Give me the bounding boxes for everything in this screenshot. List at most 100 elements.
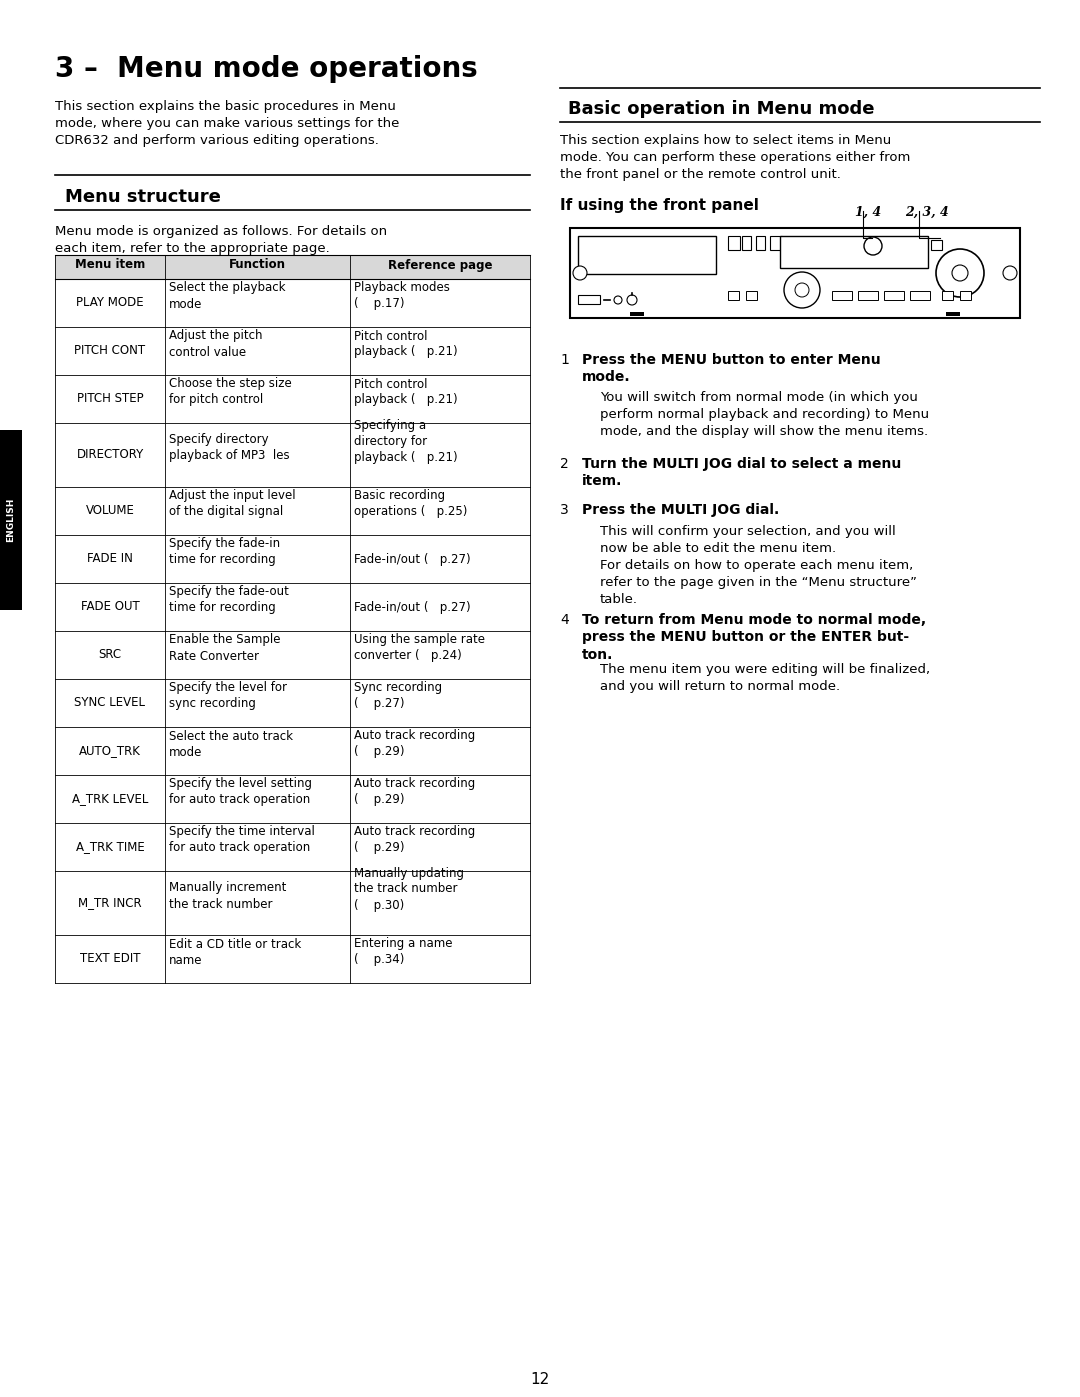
Text: Specify the level for
sync recording: Specify the level for sync recording <box>168 682 287 711</box>
Text: TEXT EDIT: TEXT EDIT <box>80 953 140 965</box>
Text: Reference page: Reference page <box>388 258 492 271</box>
Text: Auto track recording
(    p.29): Auto track recording ( p.29) <box>354 778 475 806</box>
Bar <box>55 279 530 327</box>
Bar <box>55 775 530 823</box>
Bar <box>780 236 928 268</box>
Text: 2, 3, 4: 2, 3, 4 <box>905 205 948 219</box>
Text: 1: 1 <box>561 353 569 367</box>
Text: Fade-in/out (   p.27): Fade-in/out ( p.27) <box>354 552 471 566</box>
Text: Adjust the pitch
control value: Adjust the pitch control value <box>168 330 262 359</box>
Text: This section explains the basic procedures in Menu
mode, where you can make vari: This section explains the basic procedur… <box>55 101 400 147</box>
Text: Manually updating
the track number
(    p.30): Manually updating the track number ( p.3… <box>354 866 464 911</box>
Text: Press the MENU button to enter Menu
mode.: Press the MENU button to enter Menu mode… <box>582 353 880 384</box>
Bar <box>55 935 530 983</box>
Bar <box>55 726 530 775</box>
Bar <box>742 236 751 250</box>
Text: Basic recording
operations (   p.25): Basic recording operations ( p.25) <box>354 489 468 518</box>
Text: Function: Function <box>229 258 286 271</box>
Text: Auto track recording
(    p.29): Auto track recording ( p.29) <box>354 826 475 855</box>
Text: The menu item you were editing will be finalized,
and you will return to normal : The menu item you were editing will be f… <box>600 664 930 693</box>
Text: This will confirm your selection, and you will
now be able to edit the menu item: This will confirm your selection, and yo… <box>600 525 917 606</box>
Text: Specify the fade-in
time for recording: Specify the fade-in time for recording <box>168 538 280 567</box>
Text: 3 –  Menu mode operations: 3 – Menu mode operations <box>55 54 477 82</box>
Text: Using the sample rate
converter (   p.24): Using the sample rate converter ( p.24) <box>354 633 485 662</box>
Text: Enable the Sample
Rate Converter: Enable the Sample Rate Converter <box>168 633 281 662</box>
Text: Specifying a
directory for
playback (   p.21): Specifying a directory for playback ( p.… <box>354 419 458 464</box>
Text: FADE IN: FADE IN <box>87 552 133 566</box>
Bar <box>55 823 530 870</box>
Bar <box>55 583 530 631</box>
Circle shape <box>573 265 588 279</box>
Text: Auto track recording
(    p.29): Auto track recording ( p.29) <box>354 729 475 759</box>
Text: VOLUME: VOLUME <box>85 504 134 517</box>
Text: AUTO_TRK: AUTO_TRK <box>79 745 140 757</box>
Text: Entering a name
(    p.34): Entering a name ( p.34) <box>354 937 453 967</box>
Text: Menu structure: Menu structure <box>65 189 221 205</box>
Bar <box>55 870 530 935</box>
Text: This section explains how to select items in Menu
mode. You can perform these op: This section explains how to select item… <box>561 134 910 182</box>
Circle shape <box>615 296 622 305</box>
Text: Sync recording
(    p.27): Sync recording ( p.27) <box>354 682 442 711</box>
Bar <box>55 488 530 535</box>
Circle shape <box>784 272 820 307</box>
Text: 3: 3 <box>561 503 569 517</box>
Bar <box>746 291 757 300</box>
Bar <box>858 291 878 300</box>
Text: Choose the step size
for pitch control: Choose the step size for pitch control <box>168 377 292 407</box>
Text: PITCH STEP: PITCH STEP <box>77 393 144 405</box>
Text: Specify the level setting
for auto track operation: Specify the level setting for auto track… <box>168 778 312 806</box>
Text: Specify the time interval
for auto track operation: Specify the time interval for auto track… <box>168 826 315 855</box>
Bar <box>942 291 953 300</box>
Text: M_TR INCR: M_TR INCR <box>78 897 141 909</box>
Circle shape <box>951 265 968 281</box>
Text: Edit a CD title or track
name: Edit a CD title or track name <box>168 937 301 967</box>
Text: Menu item: Menu item <box>75 258 145 271</box>
Text: ENGLISH: ENGLISH <box>6 497 15 542</box>
Bar <box>55 327 530 374</box>
Bar <box>946 312 960 316</box>
Text: Manually increment
the track number: Manually increment the track number <box>168 882 286 911</box>
Text: FADE OUT: FADE OUT <box>81 601 139 613</box>
Text: If using the front panel: If using the front panel <box>561 198 759 212</box>
Text: 2: 2 <box>561 457 569 471</box>
Text: Menu mode is organized as follows. For details on
each item, refer to the approp: Menu mode is organized as follows. For d… <box>55 225 387 256</box>
Bar <box>55 423 530 488</box>
Text: You will switch from normal mode (in which you
perform normal playback and recor: You will switch from normal mode (in whi… <box>600 391 929 439</box>
Text: Pitch control
playback (   p.21): Pitch control playback ( p.21) <box>354 330 458 359</box>
Bar <box>832 291 852 300</box>
Circle shape <box>795 284 809 298</box>
Text: Pitch control
playback (   p.21): Pitch control playback ( p.21) <box>354 377 458 407</box>
Text: SYNC LEVEL: SYNC LEVEL <box>75 697 146 710</box>
Text: Press the MULTI JOG dial.: Press the MULTI JOG dial. <box>582 503 780 517</box>
Text: 1, 4: 1, 4 <box>855 205 881 219</box>
Text: A_TRK LEVEL: A_TRK LEVEL <box>71 792 148 806</box>
Circle shape <box>1003 265 1017 279</box>
Circle shape <box>936 249 984 298</box>
Text: Select the auto track
mode: Select the auto track mode <box>168 729 293 759</box>
Text: Specify the fade-out
time for recording: Specify the fade-out time for recording <box>168 585 288 615</box>
Bar <box>756 236 765 250</box>
Bar <box>0 430 22 610</box>
Bar <box>55 256 530 279</box>
Text: PLAY MODE: PLAY MODE <box>77 296 144 310</box>
Text: Playback modes
(    p.17): Playback modes ( p.17) <box>354 282 450 310</box>
Circle shape <box>627 295 637 305</box>
Text: Basic operation in Menu mode: Basic operation in Menu mode <box>568 101 875 117</box>
Text: Fade-in/out (   p.27): Fade-in/out ( p.27) <box>354 601 471 613</box>
Bar <box>570 228 1020 319</box>
Text: To return from Menu mode to normal mode,
press the MENU button or the ENTER but-: To return from Menu mode to normal mode,… <box>582 613 927 662</box>
Circle shape <box>864 237 882 256</box>
Text: A_TRK TIME: A_TRK TIME <box>76 841 145 854</box>
Bar <box>55 374 530 423</box>
Text: 4: 4 <box>561 613 569 627</box>
Text: Turn the MULTI JOG dial to select a menu
item.: Turn the MULTI JOG dial to select a menu… <box>582 457 901 489</box>
Bar <box>55 631 530 679</box>
Text: 12: 12 <box>530 1372 550 1387</box>
Text: Specify directory
playback of MP3  les: Specify directory playback of MP3 les <box>168 433 289 462</box>
Bar <box>728 291 739 300</box>
Bar <box>578 236 716 274</box>
Text: Select the playback
mode: Select the playback mode <box>168 282 285 310</box>
Text: Adjust the input level
of the digital signal: Adjust the input level of the digital si… <box>168 489 296 518</box>
Text: SRC: SRC <box>98 648 122 662</box>
Text: PITCH CONT: PITCH CONT <box>75 345 146 358</box>
